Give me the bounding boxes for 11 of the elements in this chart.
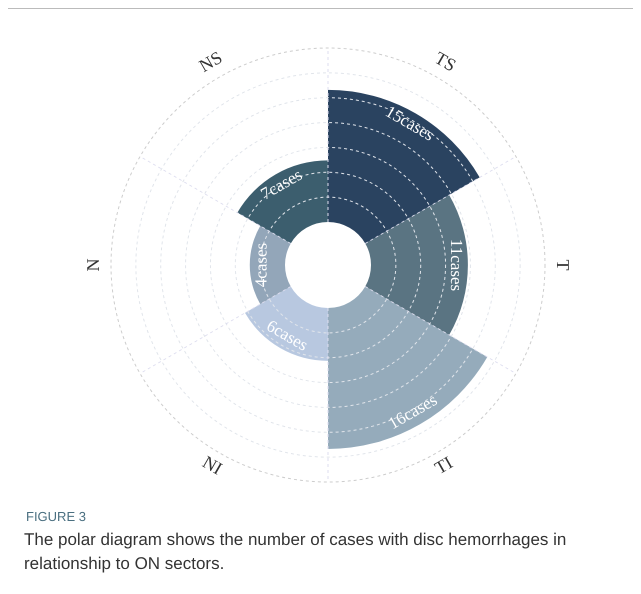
data-label: 11cases	[446, 238, 466, 292]
category-label: T	[552, 260, 573, 270]
data-label: 7cases	[257, 164, 306, 204]
category-label: TI	[431, 452, 456, 478]
category-label: N	[83, 258, 104, 272]
data-label: 4cases	[252, 242, 271, 288]
category-label: NI	[199, 452, 226, 479]
text: The polar diagram shows the number of cases with disc hemorrhages in relationship to ON sectors.	[24, 529, 568, 575]
category-label: TS	[431, 48, 460, 76]
text: FIGURE 3	[26, 509, 86, 524]
category-label: NS	[196, 47, 226, 76]
